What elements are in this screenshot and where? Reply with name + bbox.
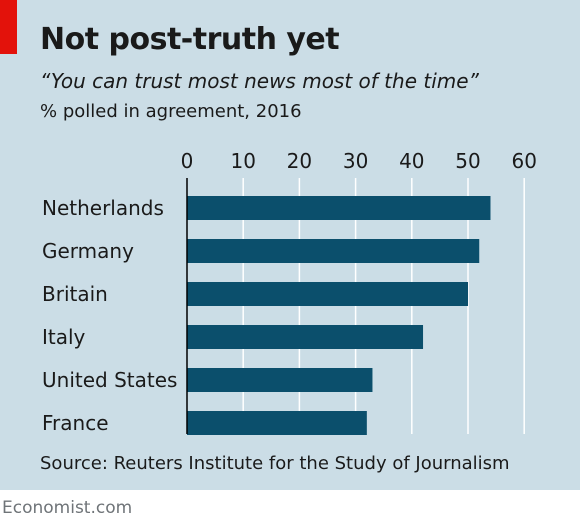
category-label: Britain (42, 282, 108, 306)
x-tick-label: 40 (399, 149, 424, 173)
x-tick-labels: 0 10 20 30 40 50 60 (181, 149, 537, 173)
x-tick-label: 30 (343, 149, 368, 173)
bar (187, 282, 468, 306)
category-label: France (42, 411, 109, 435)
source-note: Source: Reuters Institute for the Study … (40, 453, 510, 474)
brand-accent-bar (0, 0, 17, 54)
x-tick-label: 20 (287, 149, 312, 173)
bar (187, 196, 491, 220)
category-labels: Netherlands Germany Britain Italy United Sta… (42, 196, 177, 435)
category-label: Germany (42, 239, 134, 263)
x-tick-label: 50 (455, 149, 480, 173)
category-label: Netherlands (42, 196, 164, 220)
bar (187, 325, 424, 349)
bar (187, 239, 480, 263)
chart-subtitle: “You can trust most news most of the tim… (40, 69, 479, 93)
bar (187, 368, 373, 392)
bars (187, 196, 491, 435)
x-tick-label: 10 (230, 149, 255, 173)
bar (187, 411, 367, 435)
category-label: United States (42, 368, 177, 392)
x-tick-label: 0 (181, 149, 194, 173)
bar-chart: 0 10 20 30 40 50 60 Netherlands Germany Britain I… (42, 149, 537, 435)
chart-unit-label: % polled in agreement, 2016 (40, 101, 302, 122)
category-label: Italy (42, 325, 86, 349)
brand-name: Economist.com (2, 498, 133, 518)
x-tick-label: 60 (511, 149, 536, 173)
chart-title: Not post-truth yet (40, 22, 340, 57)
